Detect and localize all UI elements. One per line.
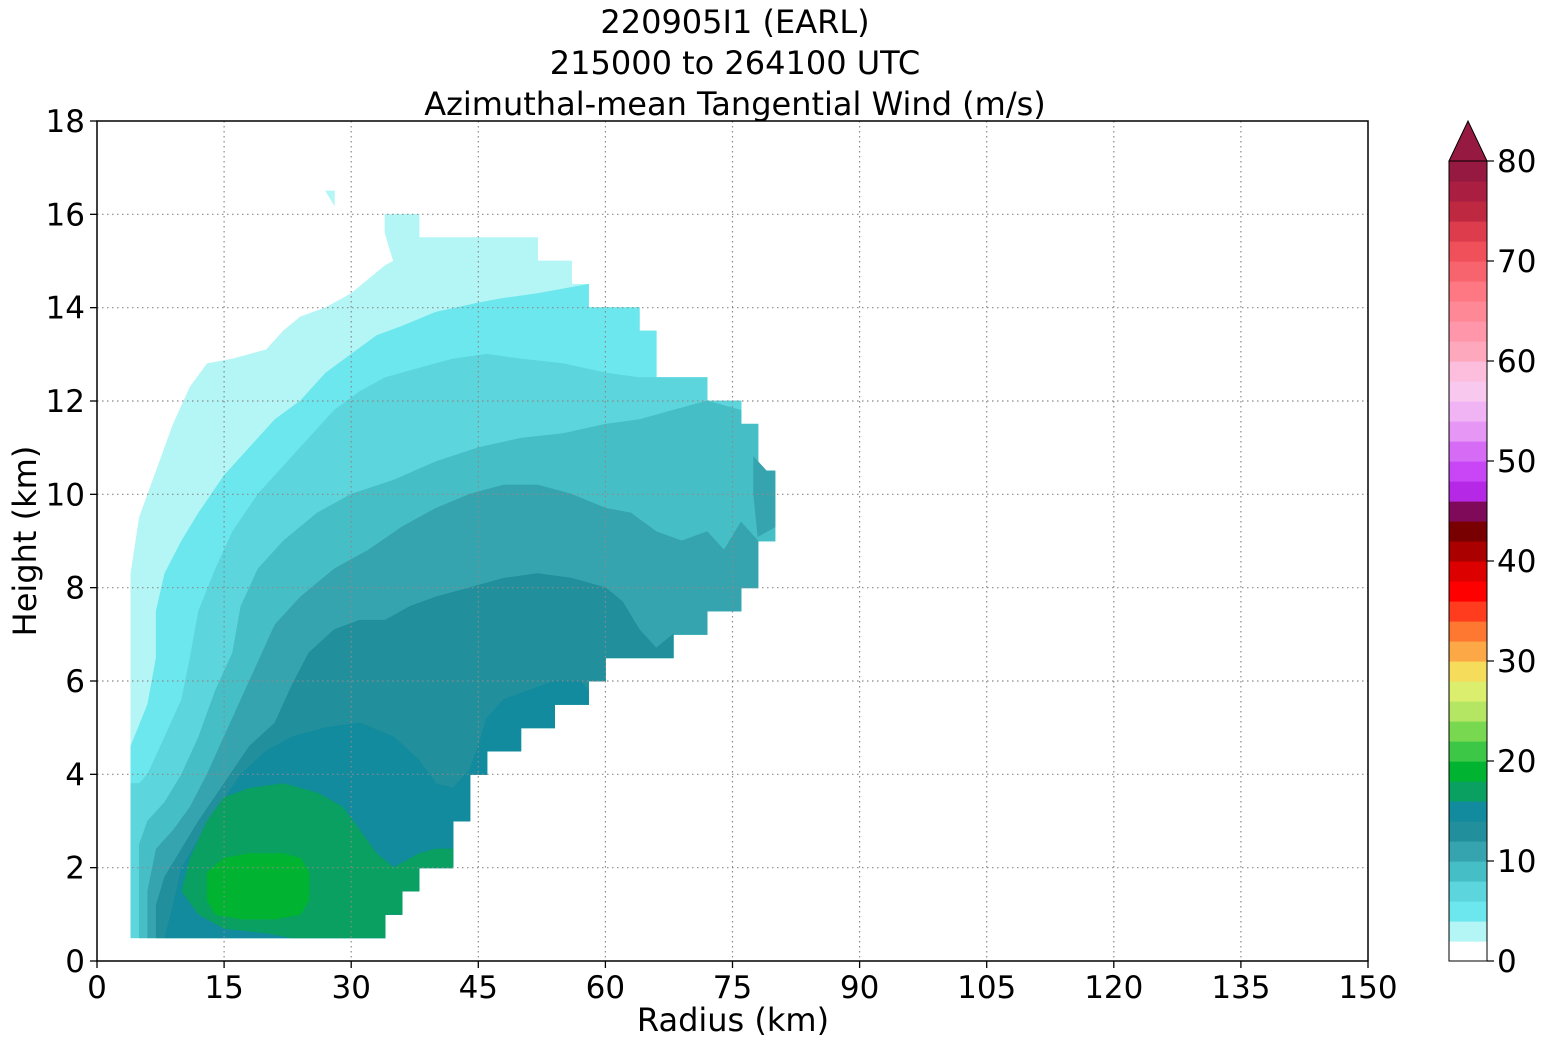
colorbar-segment	[1449, 481, 1487, 502]
grid-lines	[97, 121, 1368, 961]
contour-band-2-10	[325, 190, 335, 207]
colorbar-segment	[1449, 641, 1487, 662]
x-tick-label: 90	[840, 970, 879, 1006]
colorbar-segment	[1449, 681, 1487, 702]
title-line-1: 220905I1 (EARL)	[600, 3, 869, 41]
y-tick-label: 0	[65, 944, 85, 980]
colorbar-tick-label: 10	[1497, 844, 1536, 880]
colorbar-segment	[1449, 801, 1487, 822]
colorbar-segment	[1449, 401, 1487, 422]
colorbar-segment	[1449, 281, 1487, 302]
colorbar-segment	[1449, 581, 1487, 602]
colorbar-tick-label: 0	[1497, 944, 1517, 980]
colorbar-segment	[1449, 181, 1487, 202]
colorbar-tick-label: 50	[1497, 444, 1536, 480]
colorbar-segment	[1449, 441, 1487, 462]
colorbar: 0 10 20 30 40 50 60 70 80	[1448, 119, 1536, 980]
y-axis-ticks: 0 2 4 6 8 10 12 14 16 18	[46, 104, 97, 980]
x-tick-label: 150	[1338, 970, 1397, 1006]
colorbar-segment	[1449, 381, 1487, 402]
x-tick-label: 105	[957, 970, 1016, 1006]
colorbar-segment	[1449, 221, 1487, 242]
x-axis-ticks: 0 15 30 45 60 75 90 105 120 135 150	[87, 961, 1398, 1006]
colorbar-segment	[1449, 561, 1487, 582]
y-tick-label: 18	[46, 104, 85, 140]
x-tick-label: 15	[204, 970, 243, 1006]
colorbar-segment	[1449, 201, 1487, 222]
colorbar-segment	[1449, 301, 1487, 322]
colorbar-segment	[1449, 741, 1487, 762]
title-line-2: 215000 to 264100 UTC	[550, 44, 920, 82]
x-tick-label: 75	[713, 970, 752, 1006]
x-tick-label: 45	[459, 970, 498, 1006]
colorbar-segment	[1449, 721, 1487, 742]
colorbar-segment	[1449, 241, 1487, 262]
x-tick-label: 135	[1211, 970, 1270, 1006]
colorbar-tick-label: 70	[1497, 244, 1536, 280]
x-tick-label: 30	[331, 970, 370, 1006]
wind-contours	[130, 190, 776, 939]
colorbar-tick-label: 30	[1497, 644, 1536, 680]
colorbar-segment	[1449, 161, 1487, 182]
y-tick-label: 16	[46, 197, 85, 233]
colorbar-segment	[1449, 321, 1487, 342]
colorbar-segment	[1449, 461, 1487, 482]
plot-area	[96, 120, 1369, 962]
colorbar-segment	[1449, 421, 1487, 442]
colorbar-segment	[1449, 901, 1487, 922]
contour-band-18-9	[206, 853, 310, 920]
x-tick-label: 0	[87, 970, 107, 1006]
x-tick-label: 120	[1084, 970, 1143, 1006]
colorbar-segment	[1449, 661, 1487, 682]
colorbar-tick-label: 40	[1497, 544, 1536, 580]
y-tick-label: 14	[46, 291, 85, 327]
colorbar-segment	[1449, 341, 1487, 362]
y-axis-label: Height (km)	[6, 446, 44, 637]
colorbar-segment	[1449, 501, 1487, 522]
colorbar-segment	[1449, 881, 1487, 902]
colorbar-tick-label: 80	[1497, 144, 1536, 180]
y-tick-label: 2	[65, 851, 85, 887]
colorbar-segment	[1449, 821, 1487, 842]
colorbar-segment	[1449, 701, 1487, 722]
y-tick-label: 4	[65, 757, 85, 793]
x-tick-label: 60	[586, 970, 625, 1006]
y-tick-label: 8	[65, 571, 85, 607]
colorbar-segment	[1449, 861, 1487, 882]
x-axis-label: Radius (km)	[637, 1001, 829, 1039]
colorbar-segment	[1449, 521, 1487, 542]
colorbar-segment	[1449, 601, 1487, 622]
y-tick-label: 12	[46, 384, 85, 420]
y-tick-label: 10	[46, 477, 85, 513]
colorbar-segment	[1449, 921, 1487, 942]
colorbar-segment	[1449, 761, 1487, 782]
colorbar-extend-arrow	[1448, 119, 1488, 162]
colorbar-segment	[1449, 841, 1487, 862]
colorbar-segment	[1449, 781, 1487, 802]
title-line-3: Azimuthal-mean Tangential Wind (m/s)	[424, 85, 1046, 123]
colorbar-segment	[1449, 621, 1487, 642]
colorbar-tick-label: 20	[1497, 744, 1536, 780]
y-tick-label: 6	[65, 664, 85, 700]
colorbar-segment	[1449, 541, 1487, 562]
chart-title: 220905I1 (EARL) 215000 to 264100 UTC Azi…	[424, 3, 1046, 123]
colorbar-tick-label: 60	[1497, 344, 1536, 380]
colorbar-segment	[1449, 361, 1487, 382]
colorbar-segment	[1449, 261, 1487, 282]
colorbar-segment	[1449, 941, 1487, 962]
contour-band-10-5	[753, 455, 776, 537]
